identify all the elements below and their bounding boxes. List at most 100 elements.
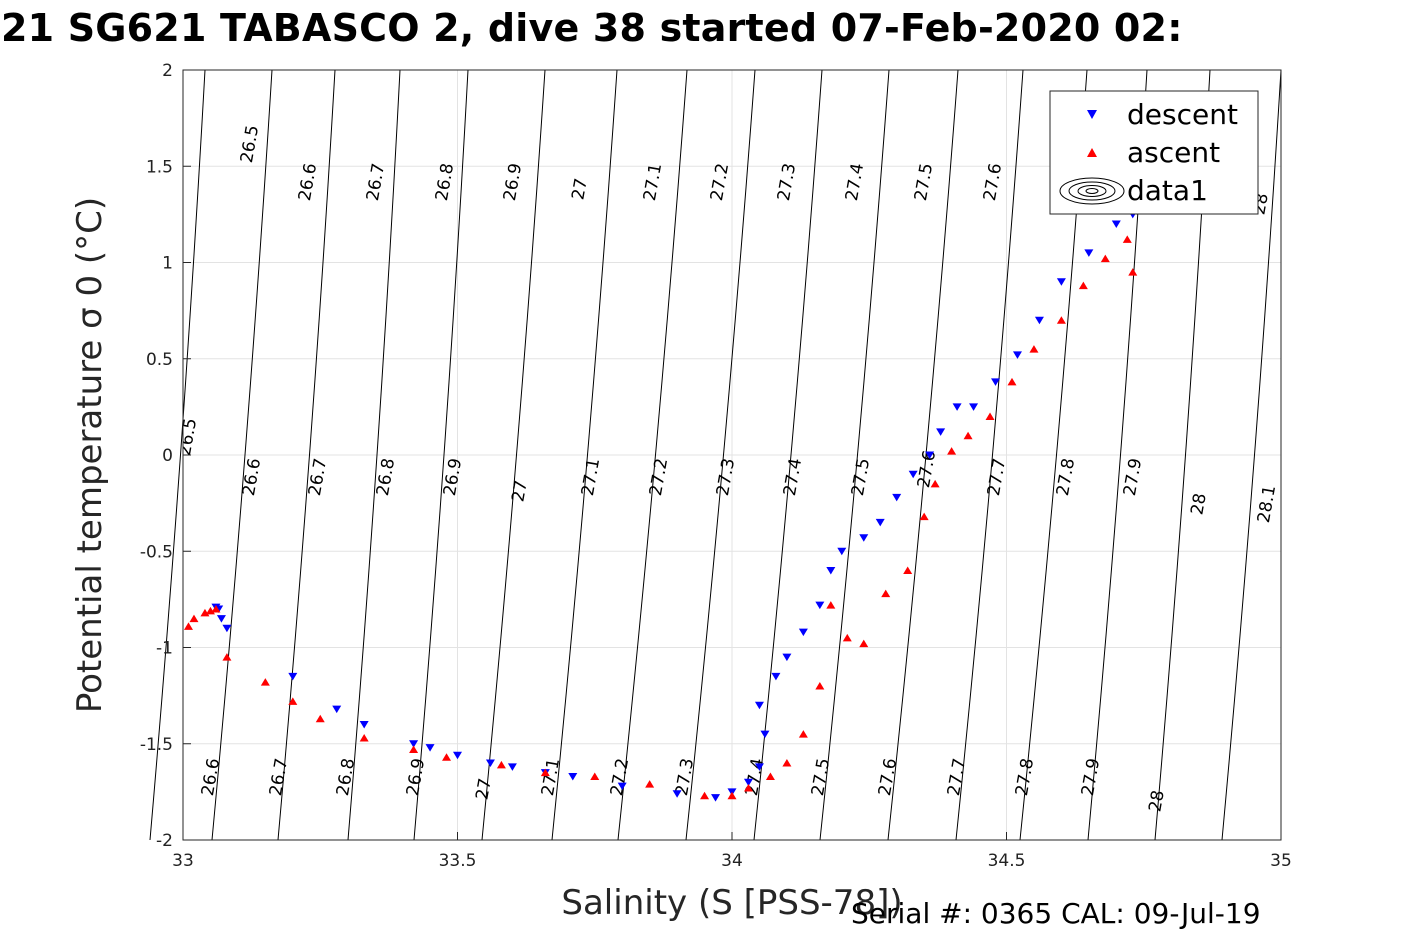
ascent-point [409,745,419,754]
contour-label: 27.4 [842,162,868,203]
ascent-point [211,605,221,613]
descent-point [925,451,935,459]
descent-point [908,470,918,479]
legend-descent-label: descent [1127,98,1238,131]
contour-label: 27.8 [1012,757,1038,798]
descent-point [875,518,885,527]
descent-point [568,772,578,781]
ascent-point [782,759,792,767]
ascent-point [963,431,973,440]
contour-label: 26.7 [266,757,292,798]
descent-point [409,740,419,748]
contour-label: 27 [472,777,495,802]
ascent-point [359,733,369,742]
contour-label: 28.1 [1254,484,1280,525]
descent-point [453,751,462,760]
contour-label: 26.6 [198,757,224,798]
contour-label: 27.7 [944,757,970,798]
chart-title: 21 SG621 TABASCO 2, dive 38 started 07-F… [1,6,1183,50]
contour-label: 28 [1187,492,1210,517]
contour-label: 26.9 [403,757,429,798]
isopycnal-line [413,69,469,841]
ascent-point [205,606,215,615]
ascent-point [189,614,199,623]
descent-point [485,759,495,767]
descent-point [815,601,825,610]
contour-labels: 26.5 26.6 26.7 26.8 26.9 27 27.1 27.2 27.3 27.4 27… [183,124,1280,814]
x-axis-label: Salinity (S [PSS-78]) [561,883,902,923]
descent-point [936,428,946,436]
data-points [183,210,1138,802]
ascent-point [645,780,655,788]
contour-label: 27.2 [646,457,672,498]
descent-point [425,744,435,752]
descent-point [991,378,1001,386]
contour-label: 27.1 [578,457,604,498]
ascent-point [183,622,193,630]
ascent-point [919,512,929,521]
ascent-point [700,791,710,800]
ascent-point [590,772,600,780]
contour-label: 27.9 [1078,757,1104,798]
isopycnal-line [551,69,618,841]
ascent-point [826,601,836,609]
descent-point [359,721,369,729]
descent-point [782,653,792,662]
descent-point [711,794,721,802]
contour-label: 26.6 [295,162,321,203]
x-tick-label: 33.5 [439,851,477,871]
descent-point [672,790,682,798]
ascent-point [765,772,775,780]
contour-label: 27.8 [1053,457,1079,498]
legend-descent-marker [1087,110,1097,119]
ascent-point [1056,316,1066,324]
contour-label: 26.6 [239,457,265,498]
contour-label: 26.5 [237,124,263,165]
ascent-point [315,714,325,723]
descent-point [216,615,226,623]
y-tick-label: 2 [162,61,173,81]
contour-label: 26.8 [432,162,458,203]
contour-label: 27.5 [848,457,874,498]
y-tick-label: -1 [156,639,173,659]
contour-label: 27.3 [774,162,800,203]
descent-point [771,672,781,681]
ascent-point [496,760,506,769]
ascent-point [727,791,737,800]
contour-label: 27.9 [1120,457,1146,498]
contour-label: 27 [508,479,531,504]
descent-point [798,628,808,637]
ascent-point [947,447,957,455]
descent-point [507,763,517,771]
descent-point [952,403,962,411]
ascent-point [842,633,852,642]
ascent-point [200,608,210,617]
contour-label: 27.5 [911,162,937,203]
descent-point [892,493,902,502]
x-tick-label: 35 [1270,851,1292,871]
x-tick-label: 34 [721,851,743,871]
descent-point [1084,249,1094,257]
legend-data1-icon [1059,177,1125,205]
y-tick-label: -1.5 [140,735,173,755]
ascent-point [222,653,232,661]
y-tick-label: -0.5 [140,542,173,562]
ascent-point [260,678,270,686]
descent-point [754,701,764,710]
contour-label: 27.6 [980,162,1006,203]
descent-point [1034,316,1044,325]
legend: descent ascent data1 [1049,90,1259,215]
contour-label: 27.2 [607,757,633,798]
descent-point [1012,351,1022,359]
ascent-point [903,566,913,574]
x-axis-ticks: 33 33.5 34 34.5 35 [172,832,1292,871]
isopycnal-line [955,69,1024,841]
ascent-point [798,730,808,738]
ascent-point [442,753,452,761]
ascent-point [985,412,995,420]
contour-label: 27.5 [808,757,834,798]
contour-label: 26.8 [333,757,359,798]
ascent-point [743,784,753,792]
contour-label: 27.1 [640,162,666,203]
